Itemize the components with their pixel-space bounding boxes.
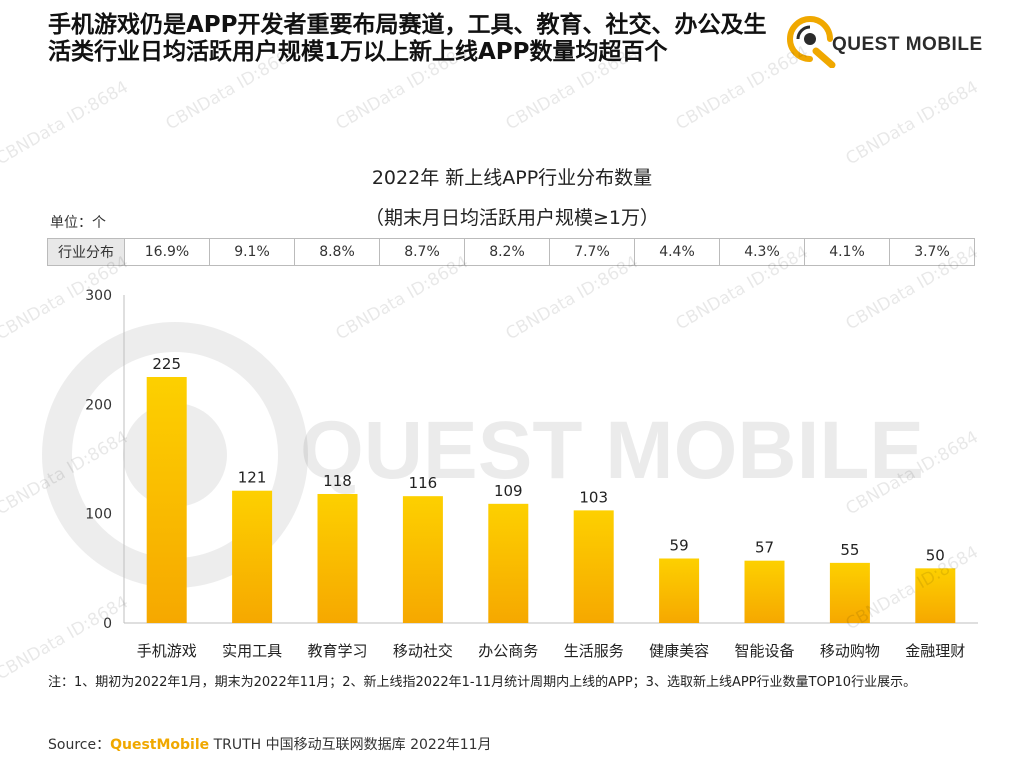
source-prefix: Source： [48,737,111,753]
y-tick-label: 300 [85,288,112,304]
share-header: 行业分布 [47,238,125,266]
share-cell: 4.1% [804,238,890,266]
x-category-label: 移动社交 [393,642,453,660]
share-cell: 7.7% [549,238,635,266]
watermark-text: CBNData ID:8684 [673,42,812,134]
watermark-text: CBNData ID:8684 [333,42,472,134]
bar [659,558,700,623]
bar-value-label: 116 [409,474,438,492]
footnote: 注：1、期初为2022年1月，期末为2022年11月；2、新上线指2022年1-… [48,675,917,690]
source-line: Source：QuestMobile TRUTH 中国移动互联网数据库 2022… [48,734,492,754]
bar-value-label: 50 [926,546,945,564]
watermark-text: CBNData ID:8684 [503,42,642,134]
bar [146,377,187,623]
bar [915,568,956,623]
share-cell: 9.1% [209,238,295,266]
x-category-label: 健康美容 [649,642,709,660]
bar [232,490,273,623]
share-cell: 4.3% [719,238,805,266]
bar [573,510,614,623]
share-cell: 4.4% [634,238,720,266]
watermark-text: CBNData ID:8684 [843,242,982,334]
bar [488,503,529,623]
x-category-label: 实用工具 [222,642,282,660]
share-table: 行业分布 16.9% 9.1% 8.8% 8.7% 8.2% 7.7% 4.4% 4.3% 4.… [47,238,975,266]
y-tick-label: 100 [85,507,112,523]
watermark-text: CBNData ID:8684 [503,252,642,344]
watermark-text: CBNData ID:8684 [0,592,132,684]
watermark-text: CBNData ID:8684 [673,242,812,334]
brand-name: QUEST MOBILE [832,34,983,55]
source-rest: TRUTH 中国移动互联网数据库 2022年11月 [209,737,492,753]
y-tick-label: 0 [103,616,112,632]
brand-logo-icon [787,16,833,62]
chart-subtitle: （期末月日均活跃用户规模≥1万） [364,207,659,229]
bar [744,560,785,623]
bar-value-label: 121 [238,469,267,487]
x-category-label: 生活服务 [564,642,624,660]
bar-value-label: 109 [494,482,523,500]
bar [317,493,358,623]
watermark-text: CBNData ID:8684 [0,252,132,344]
share-cell: 16.9% [124,238,210,266]
bar [829,562,870,623]
watermark-text: CBNData ID:8684 [843,77,982,169]
bar-value-label: 57 [755,539,774,557]
bar [402,496,443,623]
x-category-label: 智能设备 [734,642,794,660]
source-brand: QuestMobile [110,737,210,753]
bar-value-label: 55 [840,541,859,559]
watermark-text: CBNData ID:8684 [333,252,472,344]
x-category-label: 手机游戏 [137,642,197,660]
x-category-label: 教育学习 [307,642,367,660]
bar-value-label: 225 [152,355,181,373]
x-category-label: 办公商务 [478,642,538,660]
share-cell: 3.7% [889,238,975,266]
brand-logo [787,16,836,68]
bar-value-label: 118 [323,472,352,490]
watermark-brand: QUEST MOBILE [300,405,924,496]
y-tick-label: 200 [85,397,112,413]
bar-value-label: 59 [670,536,689,554]
page-title: 手机游戏仍是APP开发者重要布局赛道，工具、教育、社交、办公及生活类行业日均活跃… [48,12,767,65]
unit-label: 单位：个 [50,215,106,231]
chart-title: 2022年 新上线APP行业分布数量 [371,167,653,189]
watermark-text: CBNData ID:8684 [163,42,302,134]
x-category-label: 移动购物 [820,642,880,660]
share-cell: 8.2% [464,238,550,266]
bar-value-label: 103 [579,488,608,506]
share-row: 行业分布 16.9% 9.1% 8.8% 8.7% 8.2% 7.7% 4.4% 4.3% 4.… [47,238,975,266]
watermark-text: CBNData ID:8684 [0,77,132,169]
x-category-label: 金融理财 [905,642,965,660]
